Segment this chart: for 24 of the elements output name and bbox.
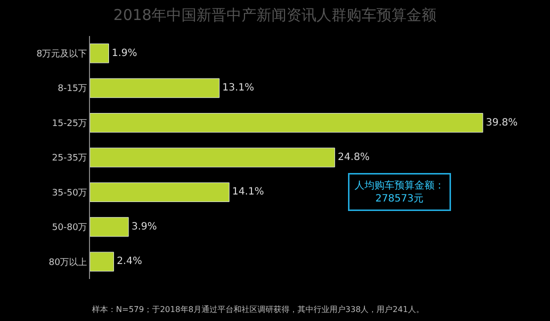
bar bbox=[90, 44, 109, 64]
y-tick-label: 35-50万 bbox=[52, 188, 88, 198]
data-label: 2.4% bbox=[116, 256, 142, 268]
y-tick-label: 80万以上 bbox=[48, 256, 88, 268]
y-tick-label: 15-25万 bbox=[52, 118, 88, 129]
y-tick-label: 8万元及以下 bbox=[36, 48, 88, 60]
bar bbox=[90, 78, 220, 98]
y-tick-label: 25-35万 bbox=[52, 154, 88, 164]
data-label: 39.8% bbox=[486, 117, 518, 128]
y-tick-label: 50-80万 bbox=[52, 223, 88, 234]
bar bbox=[90, 148, 336, 168]
data-label: 3.9% bbox=[132, 221, 157, 232]
data-label: 1.9% bbox=[112, 48, 138, 59]
bar bbox=[90, 112, 484, 133]
y-tick-label: 8-15万 bbox=[58, 84, 88, 94]
data-label: 14.1% bbox=[232, 186, 264, 198]
bar bbox=[90, 217, 129, 237]
data-label: 24.8% bbox=[338, 152, 370, 163]
data-label: 13.1% bbox=[222, 82, 254, 94]
text: 样本：N=579；于2018年8月通过平台和社区调研获得，其中行业用户338人，用户241人。 bbox=[92, 305, 424, 314]
chart-title: 2018年中国新晋中产新闻资讯人群购车预算金额 bbox=[113, 6, 437, 24]
annotation: 人均购车预算金额： 278573元 bbox=[354, 180, 444, 204]
bar bbox=[90, 182, 230, 202]
bar bbox=[90, 252, 114, 272]
